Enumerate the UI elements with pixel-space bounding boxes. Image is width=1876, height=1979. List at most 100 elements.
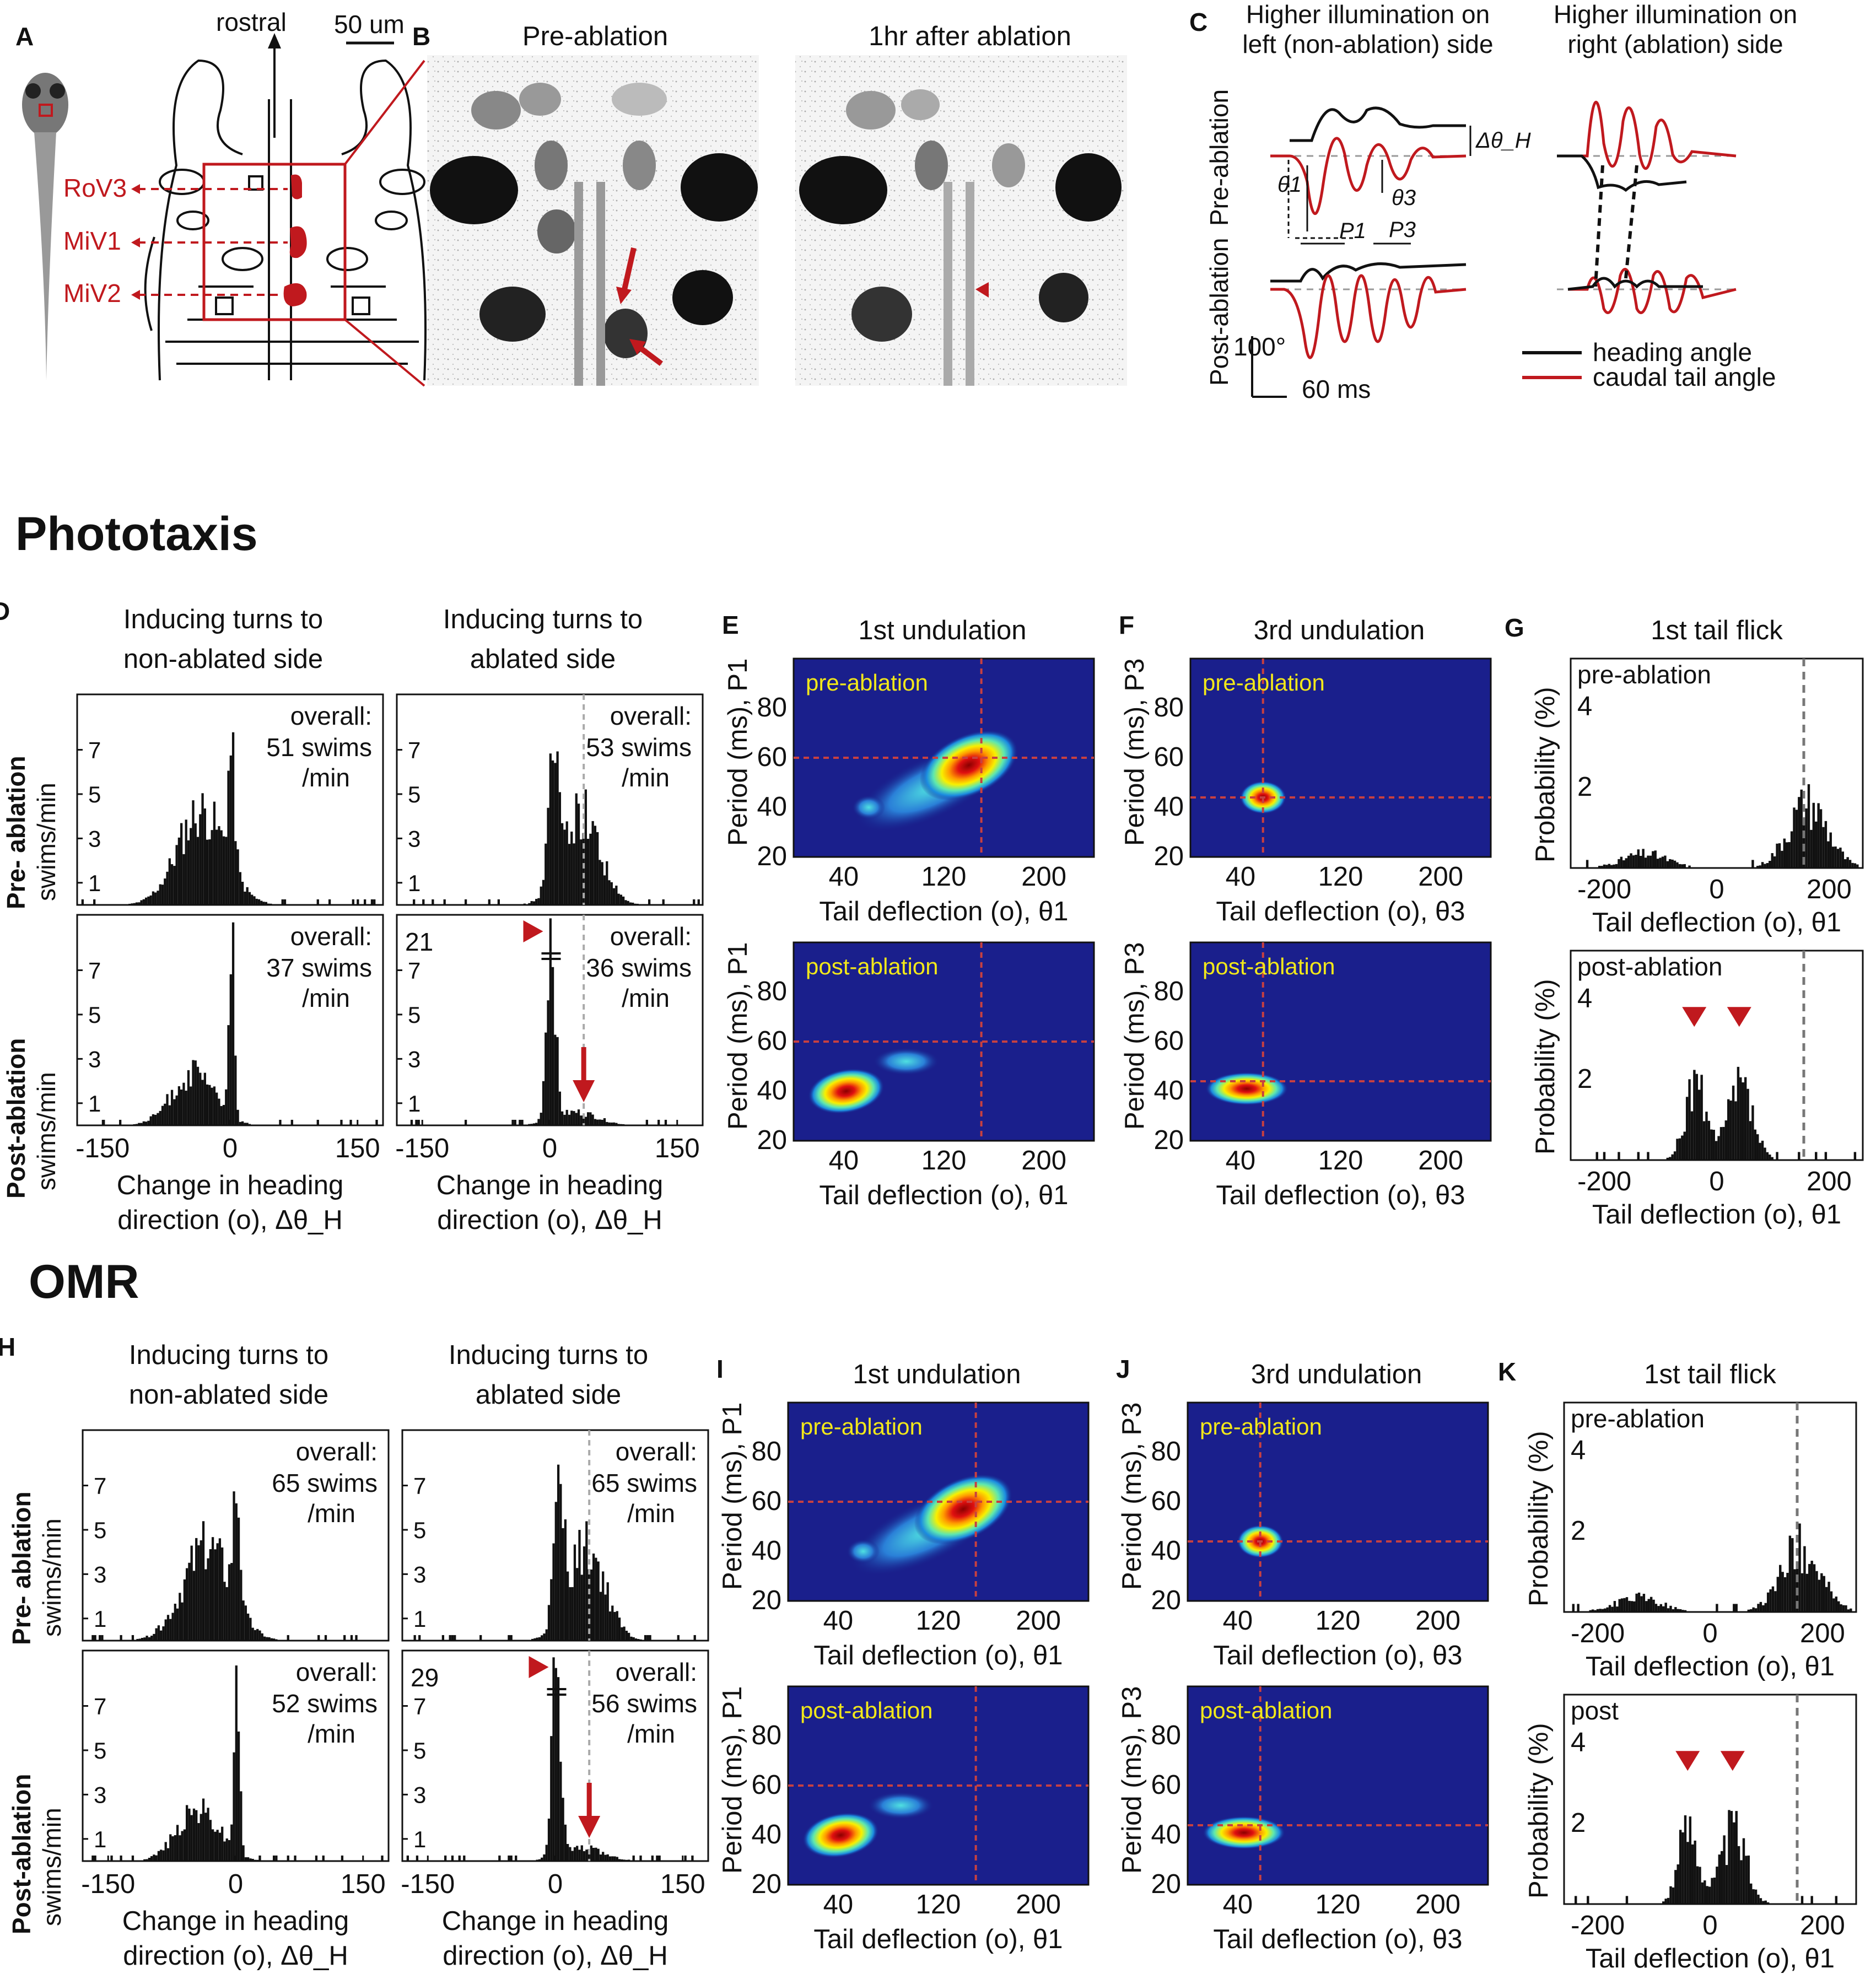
x-tick-label: 200 (1415, 1890, 1460, 1919)
hist-bar (622, 896, 625, 905)
hist-bar (200, 1814, 202, 1861)
hist-bar (1661, 856, 1664, 868)
hist-bar (157, 891, 159, 905)
overall-unit: /min (627, 1499, 675, 1528)
hist-bar (164, 1103, 166, 1125)
hist-bar (612, 1122, 616, 1125)
panel-letter: B (412, 22, 430, 51)
hist-bar (171, 1836, 174, 1861)
x-tick-label: 200 (1021, 1146, 1066, 1175)
y-tick-label: 3 (408, 826, 421, 851)
hist-bar (159, 884, 161, 905)
x-tick-label: 150 (655, 1134, 700, 1163)
hist-bar (148, 1637, 150, 1641)
hist-bar (406, 1855, 409, 1861)
y-tick-label: 40 (1153, 792, 1184, 822)
hist-bar (1600, 866, 1603, 868)
y-tick-label: 40 (751, 1536, 781, 1566)
hist-bar (164, 1842, 167, 1861)
hist-bar (589, 1112, 592, 1125)
hist-bar (350, 1635, 353, 1641)
hist-bar (1733, 1822, 1735, 1904)
hist-bar (1818, 1579, 1821, 1612)
hist-bar (246, 1123, 249, 1125)
hist-bar (1575, 1896, 1577, 1904)
hist-bar (1667, 1897, 1670, 1904)
hist-bar (1735, 1811, 1738, 1904)
y-tick-label: 5 (94, 1738, 106, 1764)
overall-unit: /min (302, 763, 350, 792)
hist-bar (144, 1121, 148, 1125)
hist-bar (227, 1025, 230, 1125)
panel-letter: C (1189, 8, 1207, 36)
hist-bar (175, 1095, 178, 1125)
heatmap-title: 1st undulation (853, 1360, 1021, 1389)
hist-bar (1762, 1605, 1765, 1612)
hist-bar (1618, 1152, 1620, 1160)
hist-bar (542, 1081, 545, 1125)
hist-bar (617, 893, 620, 905)
hist-bar (528, 1124, 531, 1125)
hist-bar (619, 894, 623, 905)
hist-bar (322, 1855, 325, 1861)
hist-bar (211, 1537, 214, 1641)
hist-bar (632, 1855, 635, 1861)
hist-bar (234, 841, 237, 905)
y-tick-label: 2 (1571, 1808, 1586, 1838)
y-tick-label: 4 (1571, 1728, 1586, 1757)
hist-bar (604, 1594, 607, 1641)
hist-bar (251, 1858, 254, 1861)
hist-bar (142, 1121, 145, 1125)
red-arrow (578, 1816, 601, 1838)
hist-bar (1681, 1832, 1684, 1904)
hist-bar (547, 1000, 549, 1125)
hist-bar (254, 1859, 257, 1861)
red-arrow (573, 1080, 595, 1102)
hist-bar (248, 1124, 251, 1125)
hist-bar (541, 1857, 543, 1861)
hist-bar (564, 1519, 567, 1641)
hist-bar (168, 1105, 171, 1125)
hist-bar (1779, 1565, 1782, 1612)
red-arrowhead (1675, 1751, 1700, 1771)
hist-bar (244, 1123, 246, 1125)
hist-bar (554, 1034, 557, 1125)
hist-bar (443, 899, 446, 905)
hist-bar (1630, 853, 1632, 868)
hist-bar (1683, 1131, 1686, 1160)
hist-bar (187, 1070, 190, 1125)
x-tick-label: 120 (916, 1890, 961, 1919)
hist-bar (272, 1855, 276, 1861)
hist-bar (94, 1855, 96, 1861)
hist-bar (557, 1464, 560, 1641)
heatmap-block-I: I 1st undulation (716, 1355, 1021, 1389)
hist-bar (630, 1636, 633, 1641)
hist-bar (157, 1113, 159, 1125)
hist-bar (610, 882, 613, 905)
hist-bar (1761, 862, 1764, 868)
hist-bar (1850, 1608, 1852, 1612)
hist-bar (266, 1637, 268, 1641)
hist-bar (203, 808, 206, 905)
hist-bar (239, 1121, 242, 1125)
hist-bar (613, 1611, 616, 1641)
hist-bar (664, 1119, 667, 1125)
hist-bar (1678, 1138, 1681, 1160)
hist-bar (231, 732, 235, 905)
hist-bar (603, 1118, 606, 1125)
hist-bar (207, 1808, 209, 1861)
hist-bar (1611, 1606, 1614, 1612)
micrograph-pre (427, 55, 759, 386)
hist-bar (262, 902, 265, 905)
y-tick-label: 40 (757, 792, 787, 822)
hist-bar (180, 1090, 183, 1125)
x-axis-label: Tail deflection (o), θ1 (813, 1641, 1063, 1670)
x-tick-label: 200 (1800, 1911, 1845, 1940)
y-tick-label: 80 (757, 693, 787, 722)
hist-bar (287, 1855, 289, 1861)
hist-bar (241, 1121, 244, 1125)
hist-bar (1771, 853, 1773, 868)
hist-bar (651, 1855, 654, 1861)
hist-bar (1678, 864, 1681, 868)
hist-bar (1759, 1142, 1761, 1160)
